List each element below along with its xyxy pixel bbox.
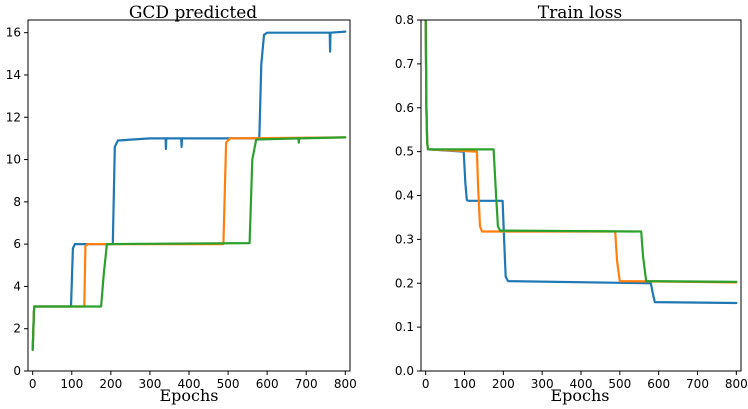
x-tick-label: 700 — [686, 377, 709, 391]
gcd-predicted-chart: GCD predicted 0 100 200 300 400 500 600 700 800 … — [6, 3, 357, 405]
x-tick-label: 100 — [60, 377, 83, 391]
y-tick-label: 0.1 — [395, 320, 414, 334]
x-tick-label: 400 — [178, 377, 201, 391]
x-tick-label: 400 — [570, 377, 593, 391]
y-axis: 0.0 0.1 0.2 0.3 0.4 0.5 0.6 0.7 0.8 — [395, 13, 421, 378]
x-tick-label: 100 — [453, 377, 476, 391]
series-orange-line — [424, 20, 738, 284]
x-tick-label: 0 — [422, 377, 430, 391]
y-tick-label: 8 — [13, 195, 21, 209]
axes-frame — [420, 19, 742, 372]
y-tick-label: 4 — [13, 279, 21, 293]
series-green-line — [31, 136, 347, 351]
train-loss-chart: Train loss 0 100 200 300 400 500 600 700 800 0.0… — [395, 3, 748, 405]
x-tick-label: 800 — [334, 377, 357, 391]
y-tick-label: 0.7 — [395, 57, 414, 71]
y-tick-label: 0.4 — [395, 189, 414, 203]
y-tick-label: 0.8 — [395, 13, 414, 27]
y-tick-label: 0.0 — [395, 364, 414, 378]
x-tick-label: 500 — [608, 377, 631, 391]
axes-frame — [27, 19, 351, 372]
y-tick-label: 2 — [13, 322, 21, 336]
series-green-line — [424, 20, 738, 283]
y-tick-label: 6 — [13, 237, 21, 251]
y-tick-label: 0.2 — [395, 276, 414, 290]
x-tick-label: 500 — [217, 377, 240, 391]
y-tick-label: 0.5 — [395, 145, 414, 159]
x-axis: 0 100 200 300 400 500 600 700 800 — [422, 371, 748, 391]
plot-area — [424, 20, 738, 305]
x-tick-label: 200 — [492, 377, 515, 391]
chart-title: Train loss — [538, 3, 623, 23]
x-tick-label: 300 — [531, 377, 554, 391]
series-blue-line — [31, 30, 347, 351]
x-tick-label: 0 — [29, 377, 37, 391]
x-axis: 0 100 200 300 400 500 600 700 800 — [29, 371, 357, 391]
plot-area — [31, 30, 347, 351]
chart-title: GCD predicted — [129, 3, 257, 23]
y-tick-label: 14 — [6, 68, 21, 82]
x-tick-label: 300 — [138, 377, 161, 391]
y-tick-label: 0.3 — [395, 232, 414, 246]
y-axis: 0 2 4 6 8 10 12 14 16 — [6, 26, 28, 378]
x-tick-label: 600 — [647, 377, 670, 391]
y-tick-label: 0 — [13, 364, 21, 378]
y-tick-label: 0.6 — [395, 101, 414, 115]
x-tick-label: 200 — [99, 377, 122, 391]
x-axis-label: Epochs — [159, 386, 218, 405]
x-tick-label: 600 — [256, 377, 279, 391]
series-blue-line — [424, 20, 738, 305]
y-tick-label: 16 — [6, 26, 21, 40]
y-tick-label: 12 — [6, 110, 21, 124]
y-tick-label: 10 — [6, 153, 21, 167]
x-tick-label: 800 — [725, 377, 748, 391]
x-axis-label: Epochs — [550, 386, 609, 405]
x-tick-label: 700 — [295, 377, 318, 391]
